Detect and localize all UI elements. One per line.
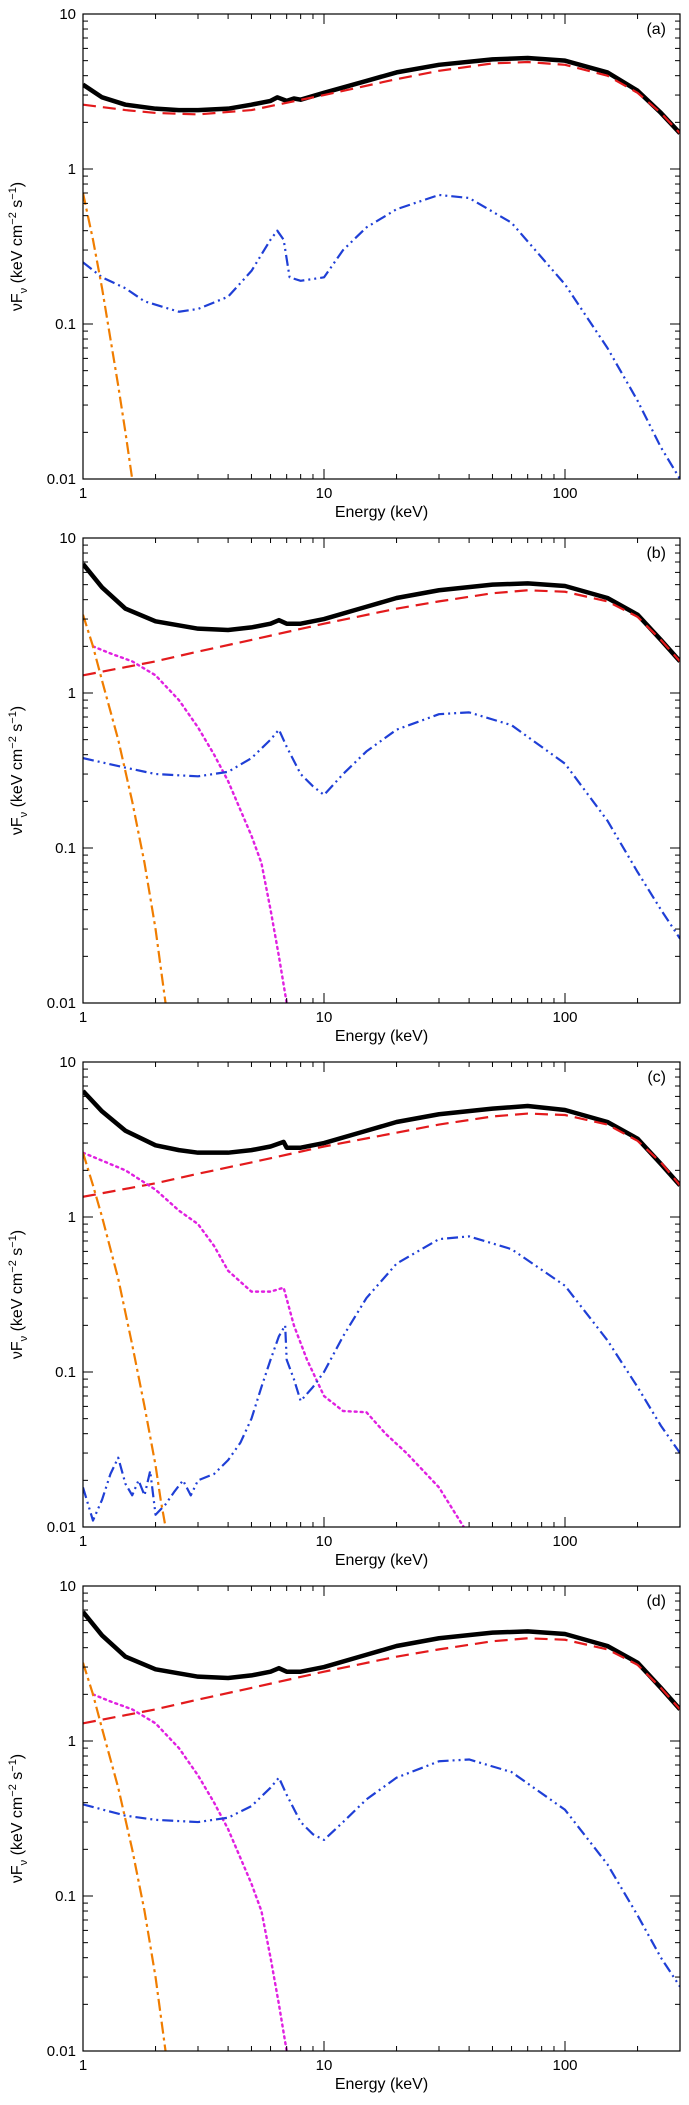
series-line-dashed [83,1637,680,1725]
x-tick-label: 10 [316,485,333,502]
series-line-dash-dot-dot [83,193,680,479]
y-axis-label: νFν (keV cm−2 s−1) [7,1754,30,1883]
plot-frame [82,1061,681,1528]
series-line-dash-dot [83,614,167,1003]
series-line-solid [83,55,680,135]
x-tick-label: 100 [552,2057,577,2074]
x-axis-label: Energy (keV) [335,1552,428,1569]
series-line-dash-dot [83,1662,167,2051]
series-group [83,1089,680,1527]
series-line-solid [83,1089,680,1187]
x-tick-label: 100 [552,1533,577,1550]
y-tick-label: 0.01 [47,1519,76,1536]
x-tick-label: 10 [316,1533,333,1550]
x-tick-label: 1 [79,1533,87,1550]
plot-frame [82,1585,681,2052]
series-group [83,1610,680,2051]
series-line-dash-dot-dot [83,711,680,940]
y-tick-label: 0.01 [47,471,76,488]
y-tick-label: 0.1 [55,316,76,333]
y-tick-label: 0.01 [47,2043,76,2060]
y-tick-label: 0.1 [55,1364,76,1381]
y-tick-label: 10 [59,530,76,547]
series-line-dotted [83,1151,465,1527]
series-line-dashed [83,589,680,677]
panel-label: (b) [646,545,666,562]
plot-frame [82,13,681,480]
x-tick-label: 100 [552,485,577,502]
series-line-dash-dot [83,1152,167,1527]
panel-label: (d) [646,1593,666,1610]
y-tick-label: 1 [68,1733,76,1750]
y-tick-label: 10 [59,6,76,23]
series-line-dash-dot [83,192,134,479]
y-tick-label: 10 [59,1578,76,1595]
y-tick-label: 10 [59,1054,76,1071]
y-tick-label: 0.1 [55,1888,76,1905]
y-axis-label: νFν (keV cm−2 s−1) [7,182,30,311]
x-tick-label: 1 [79,485,87,502]
y-axis-label: νFν (keV cm−2 s−1) [7,706,30,835]
y-tick-label: 0.1 [55,840,76,857]
series-line-dotted [91,645,288,1003]
series-line-dash-dot-dot [83,1758,680,1988]
y-tick-label: 1 [68,685,76,702]
series-line-dashed [83,60,680,135]
x-tick-label: 100 [552,1009,577,1026]
series-line-dotted [91,1693,288,2051]
x-tick-label: 1 [79,2057,87,2074]
panel-label: (a) [646,21,666,38]
y-axis-label: νFν (keV cm−2 s−1) [7,1230,30,1359]
series-line-solid [83,1610,680,1711]
series-line-dash-dot-dot [83,1235,680,1522]
series-line-solid [83,562,680,663]
plot-frame [82,537,681,1004]
y-tick-label: 0.01 [47,995,76,1012]
x-tick-label: 1 [79,1009,87,1026]
x-axis-label: Energy (keV) [335,2076,428,2093]
series-line-dashed [83,1112,680,1198]
x-axis-label: Energy (keV) [335,504,428,521]
series-group [83,55,680,479]
y-tick-label: 1 [68,161,76,178]
series-group [83,562,680,1003]
y-tick-label: 1 [68,1209,76,1226]
panel-label: (c) [647,1069,666,1086]
x-tick-label: 10 [316,2057,333,2074]
x-axis-label: Energy (keV) [335,1028,428,1045]
x-tick-label: 10 [316,1009,333,1026]
